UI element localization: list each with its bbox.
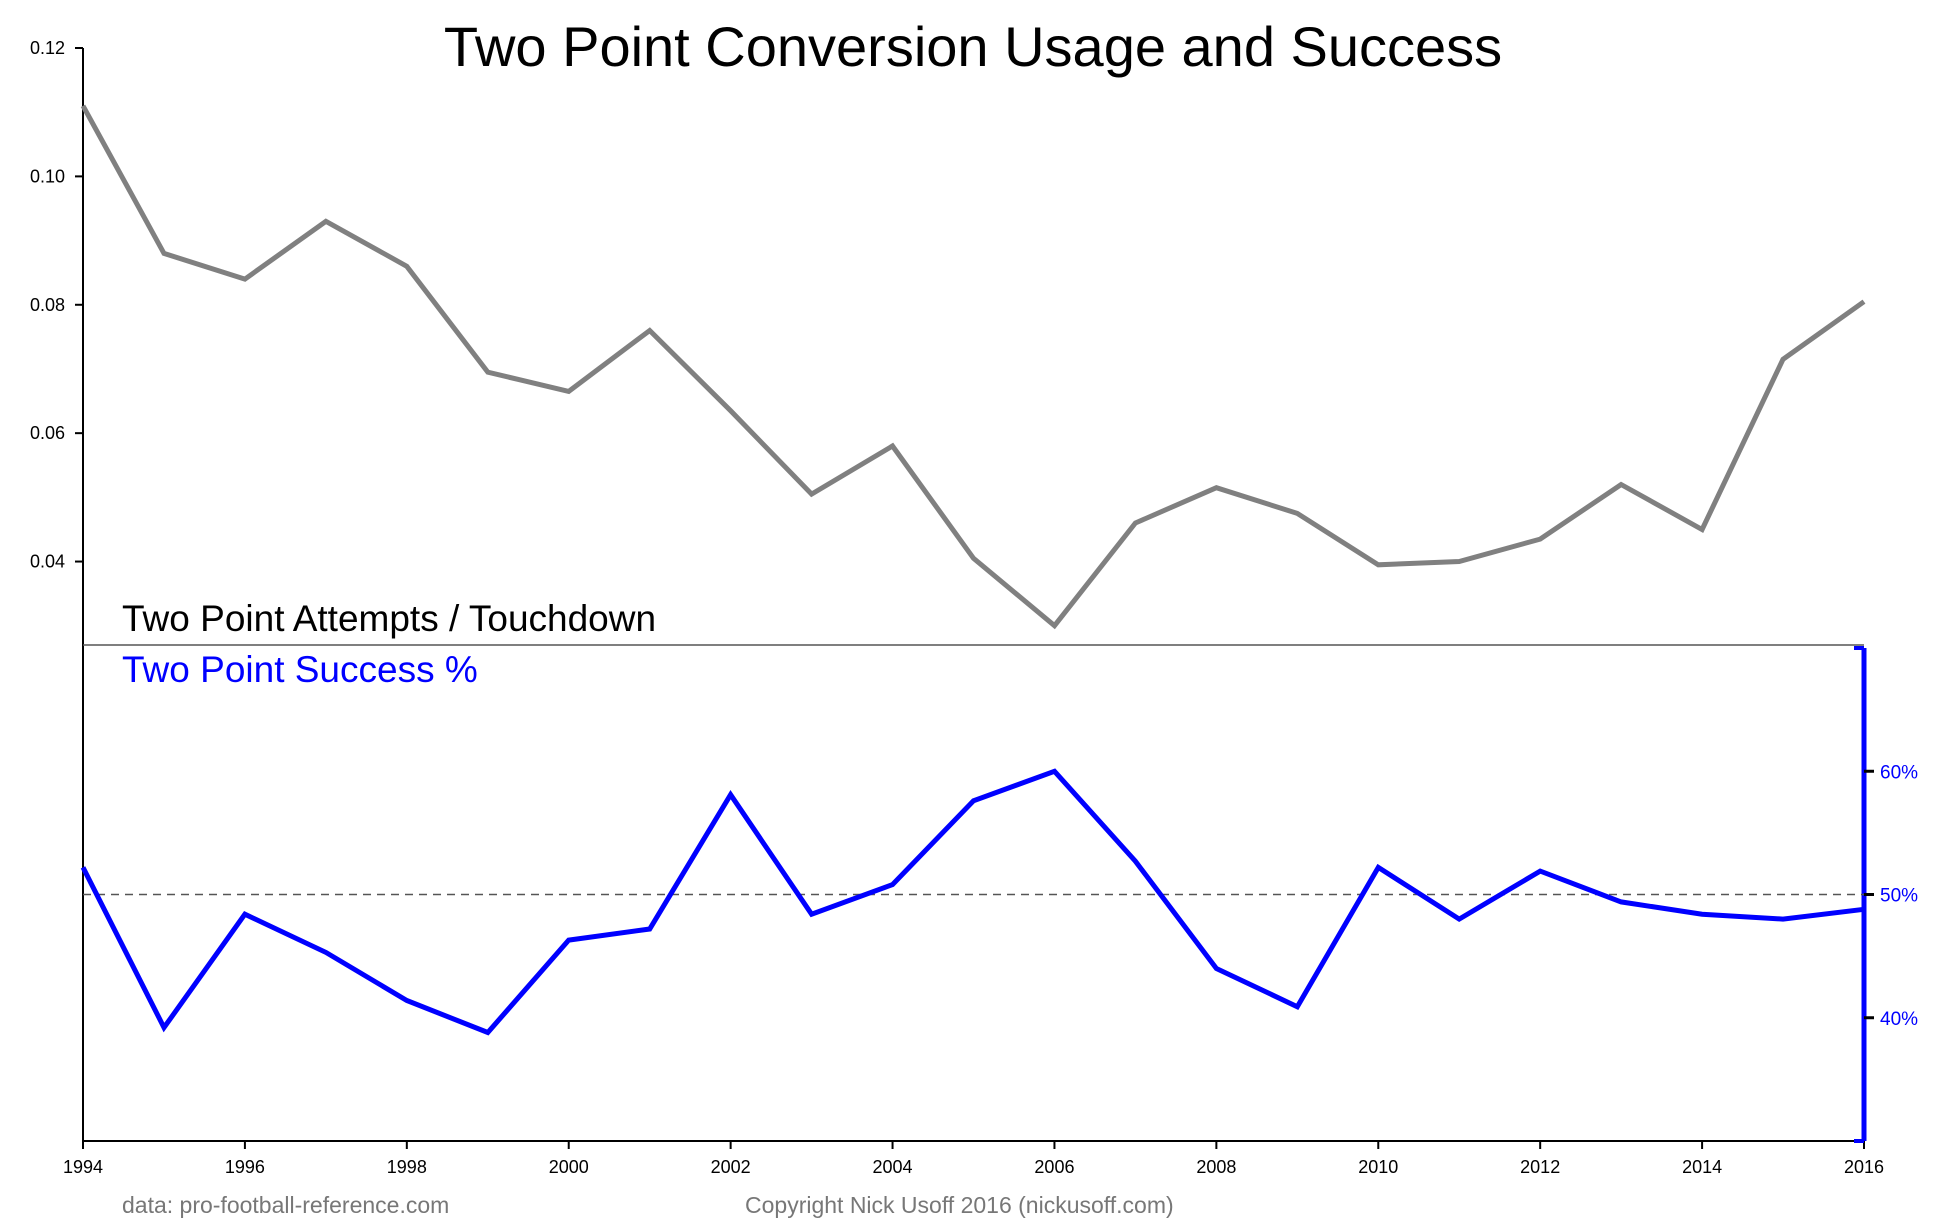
left-tick-label: 0.06	[30, 423, 65, 443]
legend-attempts-per-td: Two Point Attempts / Touchdown	[122, 598, 656, 639]
right-tick-label: 60%	[1880, 762, 1918, 783]
x-tick-label: 2008	[1196, 1157, 1236, 1177]
x-tick-label: 2012	[1520, 1157, 1560, 1177]
x-tick-label: 2006	[1034, 1157, 1074, 1177]
left-tick-label: 0.04	[30, 552, 65, 572]
legend-success-pct: Two Point Success %	[122, 649, 478, 690]
right-tick-label: 40%	[1880, 1009, 1918, 1030]
x-tick-label: 2002	[711, 1157, 751, 1177]
left-tick-label: 0.10	[30, 166, 65, 186]
attempts-per-td-line	[80, 104, 1866, 630]
x-tick-label: 1996	[225, 1157, 265, 1177]
x-tick-label: 2010	[1358, 1157, 1398, 1177]
source-note: data: pro-football-reference.com	[122, 1192, 449, 1218]
left-tick-label: 0.12	[30, 38, 65, 58]
copyright-note: Copyright Nick Usoff 2016 (nickusoff.com…	[745, 1192, 1174, 1218]
left-tick-label: 0.08	[30, 295, 65, 315]
x-tick-label: 2014	[1682, 1157, 1722, 1177]
x-tick-label: 2000	[549, 1157, 589, 1177]
plot-lines	[80, 104, 1866, 1036]
x-tick-label: 2004	[873, 1157, 913, 1177]
x-tick-label: 1998	[387, 1157, 427, 1177]
axes: 0.12 0.10 0.08 0.06 0.04 1994 1996 1998 2000 2002…	[30, 38, 1918, 1177]
right-tick-label: 50%	[1880, 886, 1918, 907]
x-tick-label: 2016	[1844, 1157, 1884, 1177]
success-pct-line	[80, 768, 1865, 1036]
chart-title: Two Point Conversion Usage and Success	[444, 15, 1502, 78]
x-tick-label: 1994	[63, 1157, 103, 1177]
